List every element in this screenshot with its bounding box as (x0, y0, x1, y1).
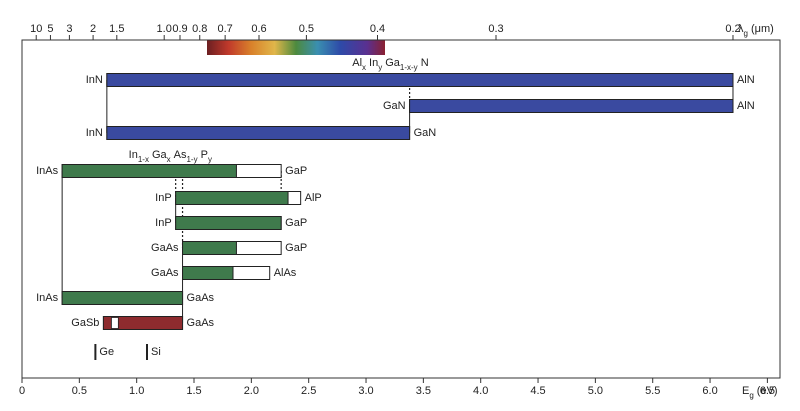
marker-label: Si (151, 346, 161, 358)
bar-fill (106, 73, 734, 87)
left-label: InP (155, 192, 172, 204)
left-label: GaAs (151, 267, 179, 279)
bar-fill (182, 266, 234, 280)
left-label: GaAs (151, 242, 179, 254)
x2-tick-label: 0.4 (370, 23, 385, 35)
x-tick-label: 4.0 (473, 385, 488, 397)
right-label: GaAs (187, 292, 215, 304)
group-label: In1-x Gax As1-y Py (129, 149, 212, 164)
right-label: AlN (737, 100, 755, 112)
bar-fill (102, 316, 184, 330)
left-label: InN (86, 127, 103, 139)
label-part: Ga (152, 149, 168, 161)
visible-spectrum (207, 40, 385, 55)
marker-label: Ge (99, 346, 114, 358)
bar-fill (175, 216, 282, 230)
x2-tick-label: 0.3 (488, 23, 503, 35)
x2-tick-label: 5 (47, 23, 53, 35)
label-sub: y (378, 63, 382, 72)
x2-tick-label: 1.0 (157, 23, 172, 35)
label-sub: g (749, 391, 753, 400)
left-label: GaSb (71, 317, 99, 329)
right-label: GaP (285, 217, 307, 229)
x-axis-title: Eg (eV) (742, 385, 778, 400)
x-tick-label: 4.5 (530, 385, 545, 397)
left-label: GaN (383, 100, 406, 112)
label-part: As (174, 149, 187, 161)
x-tick-label: 2.0 (244, 385, 259, 397)
x-tick-label: 6.5 (760, 385, 775, 397)
left-label: InP (155, 217, 172, 229)
label-part: E (742, 385, 749, 397)
x2-tick-label: 2 (90, 23, 96, 35)
left-label: InN (86, 74, 103, 86)
x-tick-label: 1.0 (129, 385, 144, 397)
label-part: N (421, 57, 429, 69)
label-sub: y (208, 155, 212, 164)
x2-tick-label: 0.7 (217, 23, 232, 35)
right-label: GaAs (187, 317, 215, 329)
x-tick-label: 6.0 (702, 385, 717, 397)
label-sub: 1-x-y (400, 63, 418, 72)
x2-axis-title: λg (μm) (738, 23, 774, 38)
x-tick-label: 3.0 (358, 385, 373, 397)
label-part: (eV) (757, 385, 778, 397)
x-tick-label: 0 (19, 385, 25, 397)
bar-fill (409, 99, 734, 113)
label-sub: 1-x (138, 155, 149, 164)
x-tick-label: 3.5 (416, 385, 431, 397)
x2-tick-label: 0.9 (172, 23, 187, 35)
bar-fill (106, 126, 411, 140)
x-tick-label: 2.5 (301, 385, 316, 397)
label-part: In (129, 149, 138, 161)
label-part: In (369, 57, 378, 69)
x2-tick-label: 0.5 (299, 23, 314, 35)
label-part: Ga (385, 57, 401, 69)
right-label: AlP (305, 192, 322, 204)
x2-tick-label: 0.2 (725, 23, 740, 35)
label-part: λ (738, 23, 744, 35)
x-tick-label: 1.5 (186, 385, 201, 397)
right-label: GaP (285, 242, 307, 254)
group-label: Alx Iny Ga1-x-y N (352, 57, 428, 72)
bar-fill (61, 291, 184, 305)
bar-fill (182, 241, 237, 255)
left-label: InAs (36, 165, 59, 177)
x2-tick-label: 1.5 (109, 23, 124, 35)
right-label: GaN (414, 127, 437, 139)
right-label: AlN (737, 74, 755, 86)
x-tick-label: 5.5 (645, 385, 660, 397)
x2-tick-label: 10 (30, 23, 42, 35)
right-label: GaP (285, 165, 307, 177)
x2-tick-label: 0.8 (192, 23, 207, 35)
x2-tick-label: 3 (66, 23, 72, 35)
label-sub: x (362, 63, 366, 72)
right-label: AlAs (274, 267, 297, 279)
left-label: InAs (36, 292, 59, 304)
label-sub: x (167, 155, 171, 164)
frame (21, 39, 781, 379)
bar-fill (175, 191, 289, 205)
label-sub: g (744, 29, 748, 38)
label-part: P (201, 149, 208, 161)
x2-tick-label: 0.6 (251, 23, 266, 35)
label-sub: 1-y (186, 155, 197, 164)
x-tick-label: 0.5 (72, 385, 87, 397)
label-part: (μm) (751, 23, 774, 35)
bar-fill (61, 164, 237, 178)
x-tick-label: 5.0 (588, 385, 603, 397)
label-part: Al (352, 57, 362, 69)
bar-gap (111, 317, 119, 329)
